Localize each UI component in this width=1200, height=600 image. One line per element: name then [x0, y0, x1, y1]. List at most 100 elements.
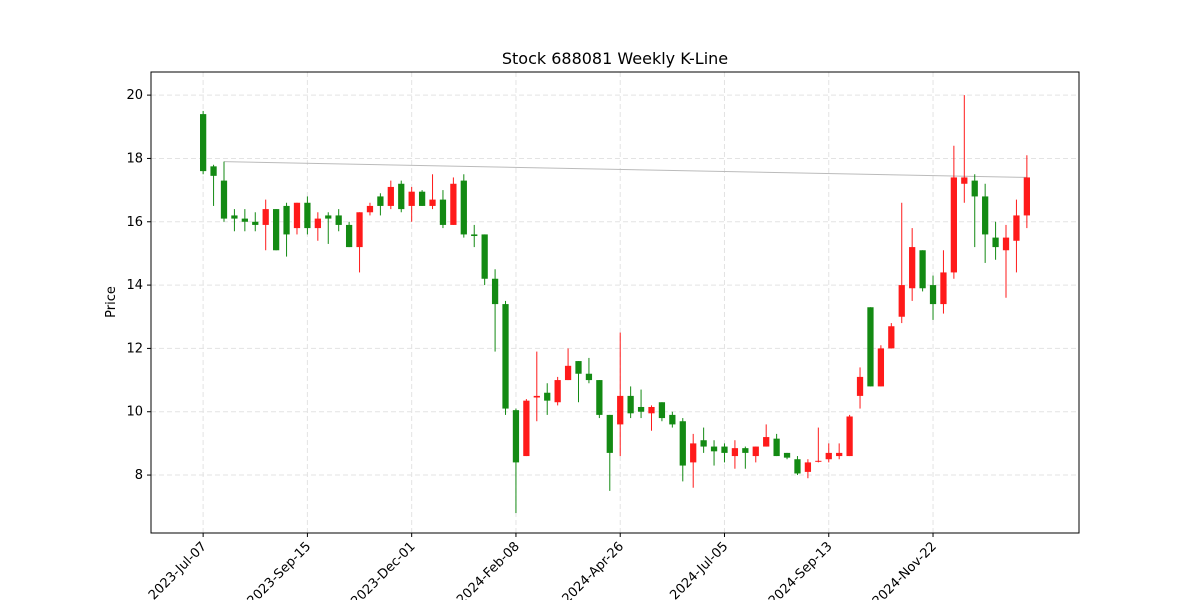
- candle-body: [325, 215, 332, 219]
- candle-body: [564, 365, 572, 381]
- candle-body: [700, 440, 707, 447]
- candle-body: [523, 400, 530, 457]
- y-tick-label: 20: [126, 88, 143, 103]
- candle-body: [669, 414, 676, 425]
- candle-body: [836, 452, 843, 457]
- candle-body: [450, 183, 457, 225]
- candle-body: [252, 221, 259, 225]
- candle-body: [283, 205, 290, 235]
- x-tick-label: 2024-Jul-05: [667, 539, 731, 600]
- candle-body: [877, 348, 885, 387]
- candle-body: [418, 191, 426, 206]
- trend-line: [223, 161, 1027, 178]
- candle-body: [304, 202, 311, 229]
- x-tick-label: 2023-Jul-07: [146, 539, 210, 600]
- candle-body: [491, 278, 499, 305]
- candle-body: [398, 183, 405, 210]
- candle-body: [783, 452, 791, 458]
- candle-body: [731, 448, 739, 457]
- candle-body: [471, 234, 478, 237]
- candle-body: [1002, 237, 1010, 251]
- candle-body: [512, 410, 520, 463]
- candle-body: [585, 373, 593, 381]
- candle-body: [961, 177, 968, 184]
- candle-body: [648, 406, 655, 414]
- candle-body: [992, 237, 999, 248]
- x-tick-label: 2023-Sep-15: [245, 539, 315, 600]
- candle-body: [481, 234, 488, 279]
- candle-body: [272, 209, 280, 251]
- candle-body: [408, 191, 415, 206]
- candle-body: [1023, 177, 1030, 216]
- candle-body: [919, 250, 926, 289]
- candle-body: [710, 446, 718, 452]
- candle-body: [606, 414, 613, 453]
- candle-body: [241, 218, 248, 222]
- candle-body: [971, 180, 978, 197]
- y-tick-label: 8: [135, 468, 143, 483]
- candle-body: [929, 285, 937, 305]
- candle-body: [366, 205, 374, 213]
- x-tick-label: 2024-Apr-26: [560, 539, 627, 600]
- candle-body: [210, 166, 217, 176]
- candle-body: [742, 448, 749, 453]
- y-tick-label: 16: [126, 215, 143, 230]
- candle-body: [909, 247, 916, 289]
- candle-body: [502, 304, 509, 409]
- candle-body: [460, 180, 467, 235]
- candle-body: [637, 406, 645, 412]
- candle-body: [846, 416, 853, 457]
- candle-body: [617, 395, 624, 425]
- candle-body: [950, 177, 958, 273]
- candle-body: [752, 446, 759, 457]
- candle-body: [429, 199, 436, 206]
- y-tick-label: 10: [126, 405, 143, 420]
- x-tick-label: 2023-Dec-01: [348, 539, 418, 600]
- candle-body: [982, 196, 989, 235]
- candle-body: [658, 402, 666, 419]
- candle-body: [533, 395, 540, 398]
- x-tick-label: 2024-Sep-13: [766, 539, 836, 600]
- candle-body: [439, 199, 447, 225]
- candle-body: [387, 186, 394, 206]
- candle-body: [763, 437, 770, 447]
- x-tick-label: 2024-Nov-22: [870, 539, 940, 600]
- y-tick-label: 14: [126, 278, 143, 293]
- candle-body: [596, 380, 603, 415]
- candle-body: [200, 114, 207, 172]
- candle-body: [262, 209, 269, 225]
- y-axis-label: Price: [104, 286, 119, 318]
- candle-body: [825, 452, 832, 460]
- candle-body: [220, 180, 228, 219]
- candle-body: [679, 421, 686, 466]
- candle-body: [544, 392, 551, 401]
- plot-frame: [150, 71, 1080, 534]
- candle-body: [690, 443, 697, 463]
- candle-body: [940, 272, 947, 305]
- candle-body: [867, 307, 874, 387]
- candle-body: [794, 459, 801, 474]
- candle-body: [856, 376, 864, 396]
- candle-body: [231, 215, 238, 219]
- candle-body: [293, 202, 301, 229]
- candle-body: [888, 326, 895, 349]
- candle-body: [356, 212, 363, 248]
- candle-body: [804, 462, 812, 472]
- candle-body: [377, 196, 384, 206]
- candle-body: [1013, 215, 1020, 241]
- candle-body: [575, 361, 582, 374]
- candle-body: [627, 395, 634, 414]
- candle-body: [898, 285, 905, 317]
- candle-body: [554, 380, 561, 403]
- chart-title: Stock 688081 Weekly K-Line: [502, 49, 728, 68]
- x-tick-label: 2024-Feb-08: [454, 539, 523, 600]
- y-tick-label: 18: [126, 151, 143, 166]
- y-tick-label: 12: [126, 341, 143, 356]
- candle-body: [314, 218, 321, 229]
- candle-body: [773, 438, 780, 457]
- candle-body: [335, 215, 342, 225]
- candle-body: [721, 446, 728, 453]
- candle-body: [345, 224, 353, 248]
- candle-body: [815, 460, 822, 462]
